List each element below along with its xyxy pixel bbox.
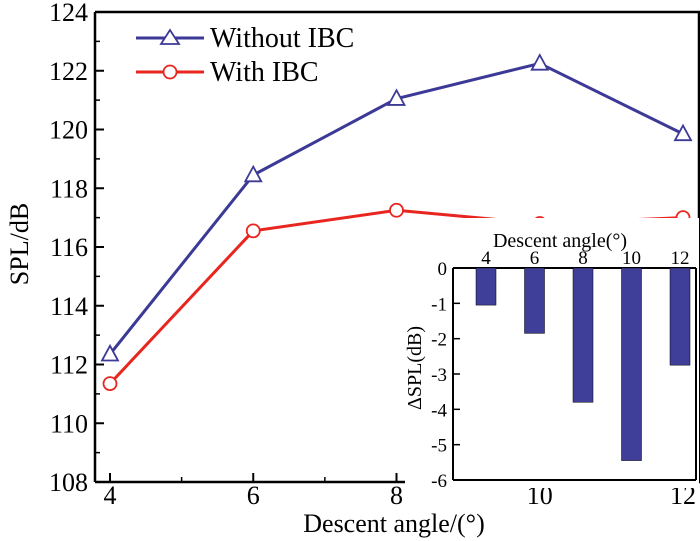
triangle-marker — [100, 343, 120, 362]
inset-y-tick-label: -2 — [431, 330, 447, 351]
inset-background — [405, 218, 699, 488]
circle-marker — [245, 223, 261, 239]
inset-x-tick-label: 4 — [481, 248, 491, 269]
inset-y-tick-label: 0 — [438, 259, 448, 280]
main-y-tick-label: 112 — [50, 351, 88, 380]
inset-x-axis-label: Descent angle(°) — [493, 230, 627, 252]
main-y-tick-label: 122 — [49, 57, 88, 86]
legend-label: With IBC — [210, 57, 319, 88]
inset-y-ticks: 0 -1 -2 -3 -4 -5 -6 — [431, 259, 460, 492]
main-y-tick-label: 116 — [50, 233, 88, 262]
inset-bar-4 — [475, 267, 497, 306]
main-x-tick-label: 6 — [247, 481, 260, 510]
main-y-axis-label: SPL/dB — [5, 203, 34, 285]
legend-circle-marker — [162, 64, 178, 80]
inset-bar-6 — [524, 267, 545, 334]
main-y-tick-label: 114 — [50, 292, 88, 321]
inset-x-ticks: 4 6 8 10 12 — [481, 248, 690, 274]
main-y-tick-label: 108 — [49, 468, 88, 497]
circle-marker — [389, 202, 404, 218]
inset-bar-8 — [572, 267, 594, 403]
circle-marker — [102, 376, 118, 391]
legend-triangle-marker — [159, 28, 181, 45]
main-x-axis-label: Descent angle/(°) — [303, 509, 484, 538]
inset-bar-12 — [669, 267, 691, 366]
inset-bars — [475, 267, 691, 461]
legend-label: Without IBC — [210, 23, 354, 54]
inset-y-tick-label: -5 — [431, 436, 447, 457]
main-x-tick-label: 8 — [390, 481, 403, 510]
inset-x-tick-label: 6 — [530, 248, 540, 269]
inset-y-tick-label: -6 — [431, 471, 447, 492]
inset-y-tick-label: -1 — [431, 294, 447, 315]
inset-x-tick-label: 10 — [622, 248, 641, 269]
main-x-tick-label: 4 — [104, 481, 117, 510]
inset-y-tick-label: -4 — [431, 400, 447, 421]
inset-bar-10 — [621, 267, 642, 461]
triangle-marker — [386, 88, 407, 106]
triangle-marker — [673, 123, 693, 142]
inset-y-tick-label: -3 — [431, 365, 447, 386]
main-y-tick-label: 120 — [49, 116, 88, 145]
inset-chart: 0 -1 -2 -3 -4 -5 -6 4 6 8 10 12 Descent angle(°) Δ… — [404, 218, 699, 492]
main-y-ticks: 108 110 112 114 116 118 120 122 124 — [49, 0, 104, 497]
triangle-marker — [530, 53, 550, 71]
main-y-tick-label: 110 — [50, 409, 88, 438]
inset-y-axis-label: ΔSPL(dB) — [404, 326, 426, 410]
inset-x-tick-label: 12 — [671, 248, 690, 269]
triangle-marker — [243, 164, 263, 183]
main-y-tick-label: 124 — [49, 0, 88, 27]
main-chart: 108 110 112 114 116 118 120 122 124 4 6 8 10 12 With… — [5, 0, 700, 538]
inset-x-tick-label: 8 — [578, 248, 588, 269]
main-y-tick-label: 118 — [50, 174, 88, 203]
